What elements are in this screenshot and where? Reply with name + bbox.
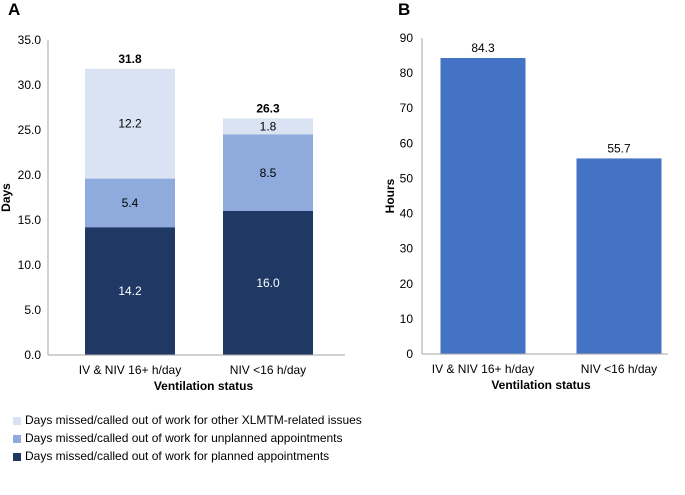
chart-a-data-label: 12.2: [118, 117, 142, 131]
chart-b-x-tick-label: IV & NIV 16+ h/day: [432, 362, 534, 376]
chart-b-y-tick-label: 20: [400, 277, 414, 291]
chart-a-x-tick-label: IV & NIV 16+ h/day: [79, 363, 181, 377]
chart-a-y-tick-label: 35.0: [18, 33, 42, 47]
chart-a-x-tick-label: NIV <16 h/day: [230, 363, 306, 377]
chart-b-y-tick-label: 10: [400, 312, 414, 326]
chart-b-x-tick-label: NIV <16 h/day: [581, 362, 657, 376]
chart-b-y-tick-label: 90: [400, 31, 414, 45]
chart-a-bar-segment: [85, 227, 175, 355]
chart-a-y-tick-label: 30.0: [18, 78, 42, 92]
legend-item: Days missed/called out of work for plann…: [13, 449, 373, 464]
legend-item: Days missed/called out of work for unpla…: [13, 431, 373, 446]
chart-b-y-tick-label: 80: [400, 66, 414, 80]
chart-b-y-tick-label: 0: [406, 347, 413, 361]
chart-a-y-axis-title: Days: [0, 183, 13, 212]
chart-b-bar: [576, 158, 662, 354]
chart-b-x-axis-title: Ventilation status: [491, 378, 591, 392]
chart-a-x-axis-title: Ventilation status: [154, 379, 254, 393]
legend-label: Days missed/called out of work for plann…: [25, 449, 330, 463]
chart-a-data-label: 16.0: [256, 276, 280, 290]
chart-b-bar: [440, 58, 526, 354]
chart-a-y-tick-label: 25.0: [18, 123, 42, 137]
chart-a-y-tick-label: 0.0: [24, 348, 41, 362]
legend-swatch: [13, 435, 21, 443]
legend-label: Days missed/called out of work for other…: [25, 413, 362, 427]
chart-b-data-label: 84.3: [471, 41, 495, 55]
legend-swatch: [13, 453, 21, 461]
chart-b-y-tick-label: 60: [400, 136, 414, 150]
chart-b-data-label: 55.7: [607, 141, 631, 155]
panel-b-letter: B: [398, 0, 411, 19]
chart-a-total-label: 31.8: [118, 52, 142, 66]
chart-a-y-tick-label: 10.0: [18, 258, 42, 272]
legend-swatch: [13, 417, 21, 425]
chart-a-bar-segment: [85, 68, 175, 179]
chart-b-y-axis-title: Hours: [383, 178, 397, 213]
chart-a-bar-segment: [223, 211, 313, 355]
chart-b-y-tick-label: 50: [400, 171, 414, 185]
chart-b-y-tick-label: 70: [400, 101, 414, 115]
chart-a-bar-segment: [223, 118, 313, 135]
chart-a-bar-segment: [223, 134, 313, 211]
chart-a-data-label: 8.5: [260, 166, 277, 180]
chart-a-data-label: 14.2: [118, 284, 142, 298]
legend-item: Days missed/called out of work for other…: [13, 413, 373, 428]
chart-a-data-label: 1.8: [260, 119, 277, 133]
chart-a-y-tick-label: 20.0: [18, 168, 42, 182]
chart-a-y-tick-label: 15.0: [18, 213, 42, 227]
chart-b-y-tick-label: 30: [400, 242, 414, 256]
chart-a-total-label: 26.3: [256, 101, 280, 115]
chart-a-legend: Days missed/called out of work for other…: [13, 413, 373, 467]
chart-a-bar-segment: [85, 178, 175, 228]
chart-a-y-tick-label: 5.0: [24, 303, 41, 317]
chart-a-data-label: 5.4: [122, 196, 139, 210]
panel-a-letter: A: [8, 0, 21, 19]
legend-label: Days missed/called out of work for unpla…: [25, 431, 343, 445]
chart-b-y-tick-label: 40: [400, 207, 414, 221]
